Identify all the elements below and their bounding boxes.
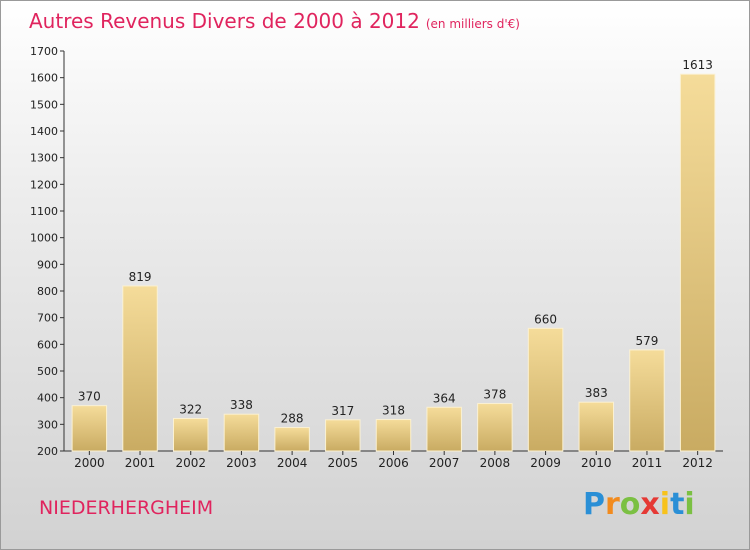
bar <box>274 427 310 452</box>
data-label: 579 <box>636 334 659 348</box>
x-tick-label: 2006 <box>378 456 409 470</box>
bar <box>122 285 158 452</box>
data-label: 317 <box>331 404 354 418</box>
data-label: 370 <box>78 390 101 404</box>
proxiti-logo: Proxiti <box>583 487 695 522</box>
y-tick-label: 800 <box>37 285 58 298</box>
logo-letter: x <box>640 487 660 522</box>
logo-letter: o <box>619 487 641 522</box>
logo-letter: r <box>605 487 620 522</box>
data-label: 1613 <box>682 58 713 72</box>
bar <box>629 349 665 452</box>
chart-subtitle: (en milliers d'€) <box>425 17 520 31</box>
y-tick-label: 400 <box>37 392 58 405</box>
x-tick-label: 2004 <box>277 456 308 470</box>
y-tick-label: 1500 <box>30 98 58 111</box>
y-tick-label: 500 <box>37 365 58 378</box>
y-tick-label: 1700 <box>30 45 58 58</box>
y-tick-label: 900 <box>37 258 58 271</box>
logo-letter: t <box>670 487 685 522</box>
y-tick-label: 1400 <box>30 125 58 138</box>
data-label: 364 <box>433 391 456 405</box>
x-tick-label: 2011 <box>632 456 663 470</box>
x-tick-label: 2008 <box>480 456 511 470</box>
data-label: 660 <box>534 312 557 326</box>
y-tick-label: 1300 <box>30 152 58 165</box>
bar <box>71 405 108 452</box>
x-tick-label: 2005 <box>328 456 359 470</box>
data-label: 338 <box>230 398 253 412</box>
y-tick-label: 300 <box>37 418 58 431</box>
x-tick-label: 2000 <box>74 456 105 470</box>
bar <box>172 417 209 452</box>
bar <box>325 419 361 452</box>
bar <box>578 401 615 452</box>
y-tick-label: 1100 <box>30 205 58 218</box>
y-tick-label: 1600 <box>30 72 58 85</box>
bar <box>527 327 564 452</box>
chart-title: Autres Revenus Divers de 2000 à 2012 <box>29 9 420 33</box>
bar <box>426 406 462 452</box>
x-tick-label: 2003 <box>226 456 257 470</box>
data-label: 819 <box>129 270 152 284</box>
logo-letter: i <box>659 487 671 522</box>
data-label: 288 <box>281 412 304 426</box>
y-tick-label: 1000 <box>30 232 58 245</box>
data-label: 383 <box>585 386 608 400</box>
chart-title-block: Autres Revenus Divers de 2000 à 2012 (en … <box>29 9 520 33</box>
x-tick-label: 2007 <box>429 456 460 470</box>
commune-name: NIEDERHERGHEIM <box>39 497 214 519</box>
data-label: 318 <box>382 404 405 418</box>
logo-letter: P <box>583 487 605 522</box>
x-tick-label: 2009 <box>530 456 561 470</box>
bar <box>223 413 260 452</box>
y-tick-label: 700 <box>37 312 58 325</box>
bar <box>477 403 513 452</box>
x-tick-label: 2012 <box>682 456 713 470</box>
x-tick-label: 2010 <box>581 456 612 470</box>
y-tick-label: 1200 <box>30 178 58 191</box>
x-tick-label: 2001 <box>125 456 156 470</box>
y-tick-label: 600 <box>37 338 58 351</box>
x-tick-label: 2002 <box>175 456 206 470</box>
logo-letter: i <box>684 487 695 522</box>
y-tick-label: 200 <box>37 445 58 458</box>
bar <box>679 73 716 452</box>
bar <box>375 419 412 452</box>
data-label: 322 <box>179 402 202 416</box>
data-label: 378 <box>483 388 506 402</box>
